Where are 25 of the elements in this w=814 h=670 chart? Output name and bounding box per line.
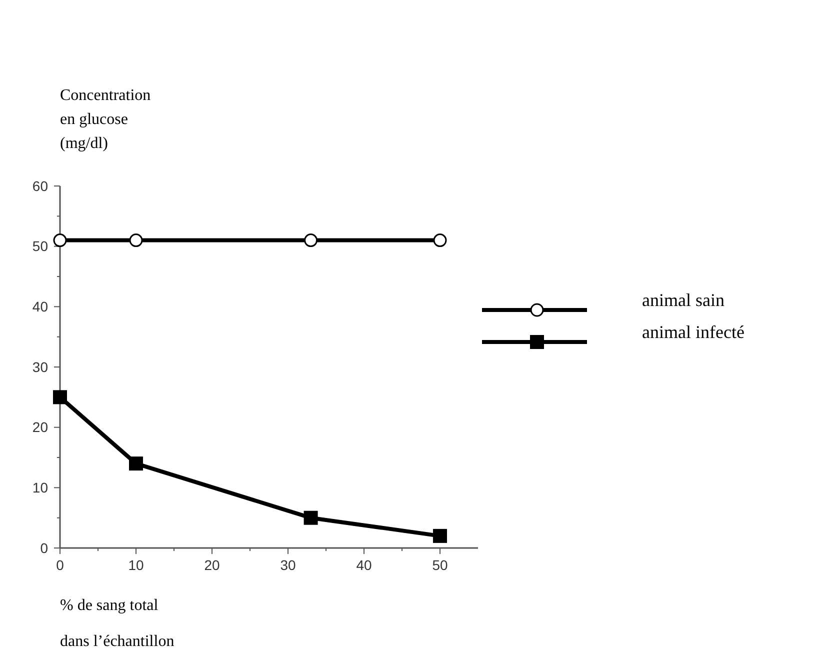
point <box>53 234 67 248</box>
point <box>129 456 143 471</box>
y-tick-label: 20 <box>32 419 48 436</box>
y-axis-title: Concentration en glucose (mg/dl) <box>60 87 151 152</box>
x-tick-label: 0 <box>56 557 64 573</box>
point <box>53 390 67 404</box>
point <box>433 528 447 543</box>
x-tick-label: 50 <box>432 557 448 573</box>
x-axis-title: % de sang total dans l’échantillon <box>60 597 174 650</box>
point <box>304 510 318 525</box>
y-tick-label: 60 <box>32 178 48 194</box>
point <box>129 234 143 248</box>
text: animal sain <box>642 290 724 310</box>
x-tick-label: 30 <box>280 557 296 573</box>
y-tick-label: 30 <box>32 358 48 375</box>
point <box>304 234 318 248</box>
y-tick-label: 0 <box>40 540 48 556</box>
y-tick-label: 40 <box>32 298 48 315</box>
y-tick-label: 50 <box>32 238 48 254</box>
text: animal infecté <box>642 322 744 342</box>
point <box>433 234 447 248</box>
x-tick-label: 20 <box>204 557 220 573</box>
y-tick-label: 10 <box>32 480 48 496</box>
x-tick-label: 40 <box>356 557 372 573</box>
x-tick-label: 10 <box>128 557 144 573</box>
